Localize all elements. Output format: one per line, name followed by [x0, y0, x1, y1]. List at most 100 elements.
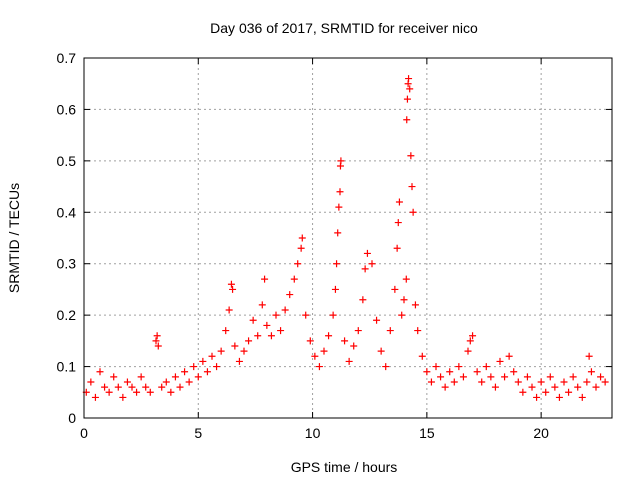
chart-title: Day 036 of 2017, SRMTID for receiver nic…	[210, 20, 478, 36]
data-point	[229, 285, 237, 293]
x-tick-label: 10	[305, 425, 321, 441]
data-point	[432, 363, 440, 371]
data-point	[505, 352, 513, 360]
data-point	[560, 378, 568, 386]
data-point	[311, 352, 319, 360]
data-point	[551, 383, 559, 391]
axis-ticks	[83, 57, 612, 419]
data-point	[373, 316, 381, 324]
data-point	[569, 373, 577, 381]
x-tick-label: 5	[194, 425, 202, 441]
data-point	[537, 378, 545, 386]
data-point	[405, 75, 413, 83]
data-point	[359, 296, 367, 304]
data-point	[473, 368, 481, 376]
data-point	[227, 280, 235, 288]
data-point	[398, 311, 406, 319]
data-point	[325, 332, 333, 340]
data-point	[450, 378, 458, 386]
data-point	[254, 332, 262, 340]
data-point	[133, 388, 141, 396]
data-point	[263, 321, 271, 329]
data-point	[427, 378, 435, 386]
data-point	[400, 296, 408, 304]
data-point	[101, 383, 109, 391]
data-point	[261, 275, 269, 283]
data-point	[110, 373, 118, 381]
data-point	[478, 378, 486, 386]
data-point	[194, 373, 202, 381]
data-point	[290, 275, 298, 283]
data-point	[441, 383, 449, 391]
data-point	[585, 352, 593, 360]
data-point	[592, 383, 600, 391]
y-tick-label: 0.5	[57, 153, 77, 169]
data-point	[333, 260, 341, 268]
data-point	[96, 368, 104, 376]
data-point	[185, 378, 193, 386]
data-point	[377, 347, 385, 355]
data-point	[146, 388, 154, 396]
data-point	[203, 368, 211, 376]
data-point	[277, 327, 285, 335]
data-point	[464, 347, 472, 355]
data-point	[337, 157, 345, 165]
data-point	[402, 275, 410, 283]
data-point	[137, 373, 145, 381]
data-point	[496, 357, 504, 365]
data-points	[82, 75, 609, 401]
data-point	[363, 249, 371, 257]
plot-frame	[83, 57, 613, 419]
data-point	[142, 383, 150, 391]
data-point	[514, 378, 522, 386]
data-point	[87, 378, 95, 386]
data-point	[409, 208, 417, 216]
data-point	[315, 363, 323, 371]
data-point	[267, 332, 275, 340]
data-point	[542, 388, 550, 396]
data-point	[240, 347, 248, 355]
data-point	[162, 378, 170, 386]
data-point	[587, 368, 595, 376]
data-point	[393, 244, 401, 252]
data-point	[601, 378, 609, 386]
x-tick-labels: 0 5 10 15 20	[80, 425, 549, 441]
data-point	[350, 342, 358, 350]
data-point	[345, 357, 353, 365]
data-point	[482, 363, 490, 371]
y-tick-label: 0.2	[57, 307, 77, 323]
data-point	[382, 363, 390, 371]
data-point	[222, 327, 230, 335]
data-point	[446, 368, 454, 376]
data-point	[217, 347, 225, 355]
data-point	[469, 332, 477, 340]
data-point	[225, 306, 233, 314]
x-axis-label: GPS time / hours	[291, 459, 398, 475]
data-point	[523, 373, 531, 381]
grid-lines	[84, 58, 612, 418]
data-point	[152, 337, 160, 345]
data-point	[361, 265, 369, 273]
data-point	[331, 285, 339, 293]
data-point	[386, 327, 394, 335]
data-point	[306, 337, 314, 345]
data-point	[245, 337, 253, 345]
data-point	[406, 85, 414, 93]
data-point	[418, 352, 426, 360]
data-point	[341, 337, 349, 345]
data-point	[459, 373, 467, 381]
data-point	[455, 363, 463, 371]
data-point	[334, 229, 342, 237]
data-point	[491, 383, 499, 391]
data-point	[114, 383, 122, 391]
y-tick-label: 0.1	[57, 359, 77, 375]
data-point	[249, 316, 257, 324]
data-point	[302, 311, 310, 319]
data-point	[329, 311, 337, 319]
data-point	[123, 378, 131, 386]
data-point	[583, 378, 591, 386]
data-point	[546, 373, 554, 381]
data-point	[533, 393, 541, 401]
data-point	[403, 95, 411, 103]
